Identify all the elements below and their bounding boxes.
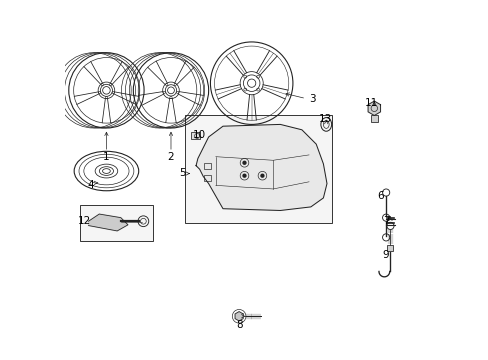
Text: 3: 3	[309, 94, 315, 104]
Text: 5: 5	[179, 168, 185, 178]
Text: 6: 6	[377, 191, 383, 201]
Bar	[203, 175, 211, 181]
Text: 8: 8	[235, 320, 242, 330]
Polygon shape	[235, 312, 243, 321]
Bar	[190, 132, 200, 139]
Text: 2: 2	[167, 152, 174, 162]
Polygon shape	[367, 101, 380, 116]
Circle shape	[260, 174, 264, 178]
Text: 9: 9	[382, 250, 388, 260]
Polygon shape	[88, 214, 128, 231]
Circle shape	[242, 161, 246, 165]
Text: 13: 13	[318, 114, 331, 124]
Bar	[80, 205, 153, 241]
Bar	[386, 245, 392, 251]
Text: 12: 12	[78, 216, 91, 226]
Circle shape	[242, 174, 246, 178]
Bar	[185, 116, 332, 223]
Polygon shape	[196, 125, 326, 211]
Text: 11: 11	[365, 98, 378, 108]
Text: 4: 4	[87, 180, 93, 190]
Bar	[370, 116, 377, 122]
Text: 1: 1	[103, 152, 109, 162]
Text: 7: 7	[382, 216, 388, 226]
Bar	[203, 163, 211, 168]
Text: 10: 10	[193, 130, 206, 140]
